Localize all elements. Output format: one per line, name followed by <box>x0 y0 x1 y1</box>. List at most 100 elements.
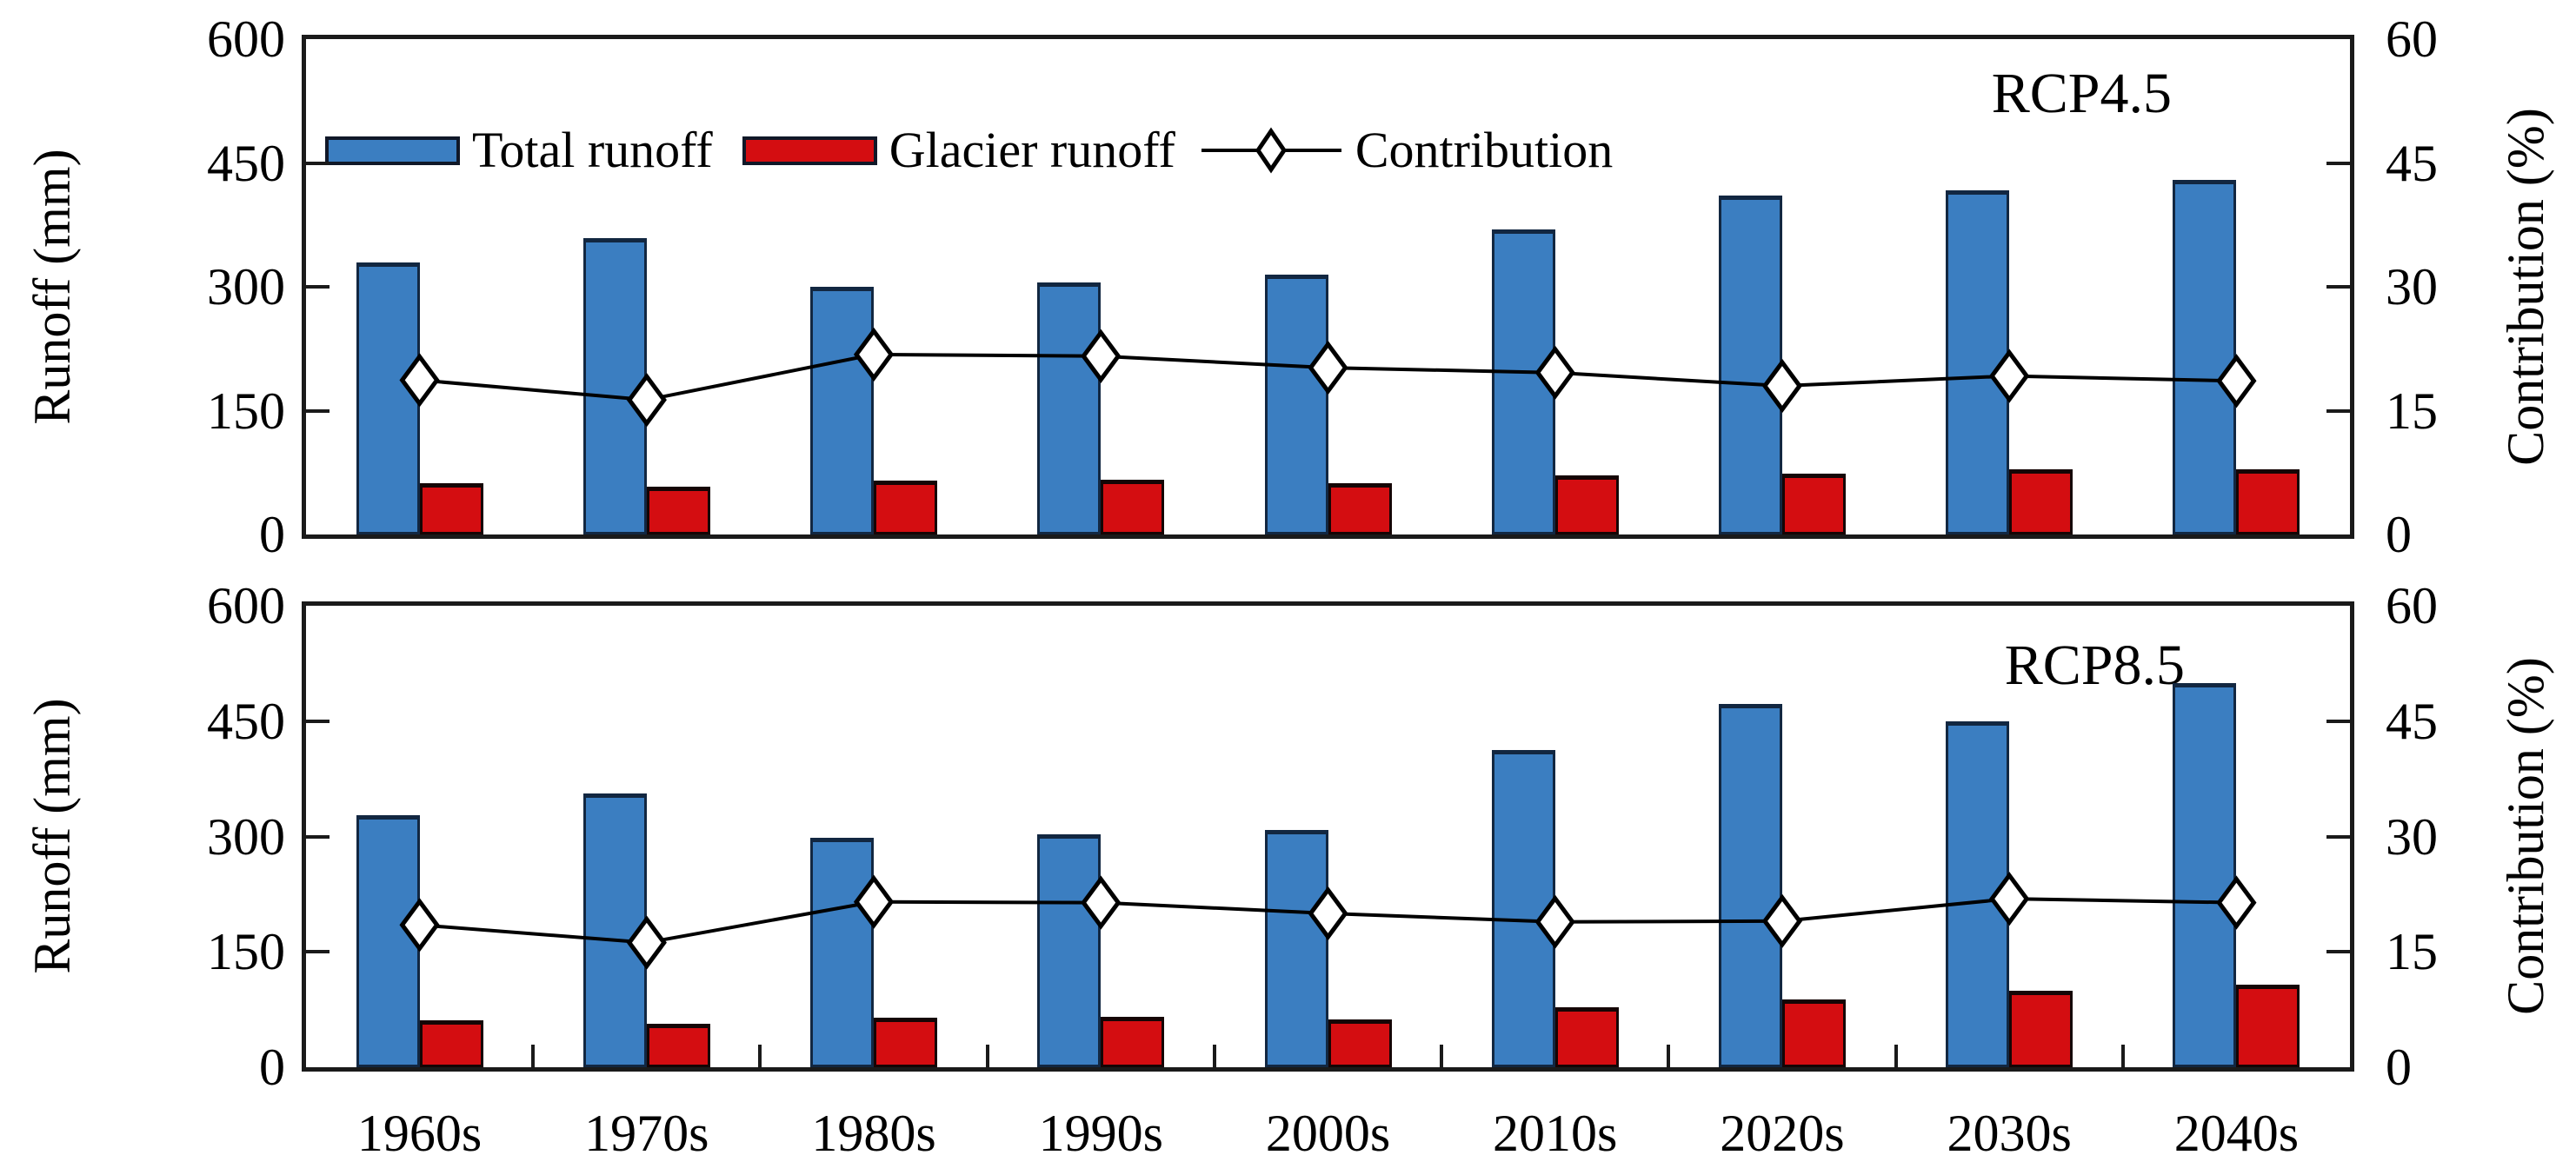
total-runoff-bar-1960s <box>356 262 420 534</box>
glacier-runoff-bar-1960s <box>419 483 483 534</box>
glacier-runoff-bar-2000s <box>1328 1019 1392 1067</box>
right-axis-tick-label: 30 <box>2386 807 2438 866</box>
category-boundary-tick <box>1212 1045 1216 1067</box>
contribution-marker-2010s <box>1534 894 1575 949</box>
contribution-marker-1960s <box>399 898 440 953</box>
glacier-runoff-bar-2040s <box>2236 468 2300 534</box>
category-boundary-tick <box>758 1045 762 1067</box>
left-axis-tick <box>306 408 329 413</box>
contribution-line-marker-swatch <box>1201 127 1341 174</box>
glacier-runoff-bar-1980s <box>874 481 938 534</box>
glacier-runoff-bar-1980s <box>874 1018 938 1067</box>
glacier-runoff-bar-1970s <box>646 486 710 534</box>
legend-label-glacier-runoff: Glacier runoff <box>889 122 1175 178</box>
total-runoff-bar-1990s <box>1037 282 1102 534</box>
category-boundary-tick <box>2120 1045 2125 1067</box>
total-runoff-swatch <box>325 136 460 165</box>
contribution-line-layer <box>399 871 2257 970</box>
right-axis-title-top: Contribution (%) <box>2497 108 2554 466</box>
glacier-runoff-bar-1960s <box>419 1020 483 1067</box>
category-boundary-tick <box>985 1045 989 1067</box>
right-axis-tick-label: 15 <box>2386 382 2438 440</box>
glacier-runoff-bar-2020s <box>1781 999 1846 1067</box>
right-axis-tick <box>2326 834 2350 839</box>
contribution-marker-1990s <box>1081 875 1122 930</box>
left-axis-title-top: Runoff (mm) <box>23 149 81 425</box>
legend-label-total-runoff: Total runoff <box>472 122 713 178</box>
contribution-marker-1970s <box>626 372 667 428</box>
contribution-marker-2040s <box>2216 354 2257 408</box>
contribution-marker-2040s <box>2216 875 2257 930</box>
right-axis-tick-label: 30 <box>2386 258 2438 315</box>
glacier-runoff-bar-2030s <box>2009 468 2073 534</box>
contribution-marker-1960s <box>399 353 440 408</box>
right-axis-tick-label: 0 <box>2386 1039 2412 1096</box>
x-axis-category-label-1970s: 1970s <box>584 1105 709 1162</box>
glacier-runoff-bar-1970s <box>646 1023 710 1067</box>
right-axis-tick-label: 45 <box>2386 692 2438 750</box>
left-axis-tick-label: 0 <box>259 506 285 563</box>
right-axis-tick <box>2326 950 2350 954</box>
right-axis-tick-label: 60 <box>2386 577 2438 634</box>
panel-rcp85-plot-area: RCP8.5 <box>302 601 2354 1072</box>
contribution-marker-1980s <box>853 874 895 929</box>
left-axis-tick-label: 300 <box>207 807 285 866</box>
x-axis-category-label-2000s: 2000s <box>1265 1105 1391 1162</box>
x-axis-category-label-2030s: 2030s <box>1947 1105 2072 1162</box>
category-boundary-tick <box>1894 1045 1898 1067</box>
total-runoff-bar-1980s <box>810 287 875 534</box>
right-axis-tick <box>2326 161 2350 165</box>
glacier-runoff-bar-2010s <box>1554 1006 1619 1067</box>
left-axis-tick-label: 0 <box>259 1039 285 1096</box>
glacier-runoff-bar-2010s <box>1554 475 1619 534</box>
panel-rcp45-plot-area: Total runoff Glacier runoff Contribution… <box>302 35 2354 539</box>
category-boundary-tick <box>1667 1045 1671 1067</box>
category-boundary-tick <box>1440 1045 1444 1067</box>
contribution-marker-2020s <box>1761 358 1803 414</box>
x-axis-category-label-1960s: 1960s <box>356 1105 483 1162</box>
panel-label-rcp85: RCP8.5 <box>2004 634 2185 697</box>
contribution-line-layer <box>399 327 2257 428</box>
glacier-runoff-bar-1990s <box>1101 1016 1165 1067</box>
x-axis-category-label-1980s: 1980s <box>811 1105 936 1162</box>
left-axis-tick <box>306 719 329 723</box>
left-axis-title-bottom: Runoff (mm) <box>23 698 81 974</box>
panel-label-rcp45: RCP4.5 <box>1991 62 2172 125</box>
x-axis-category-label-2010s: 2010s <box>1493 1105 1618 1162</box>
category-boundary-tick <box>531 1045 536 1067</box>
left-axis-tick <box>306 950 329 954</box>
right-axis-tick <box>2326 285 2350 289</box>
x-axis-category-label-1990s: 1990s <box>1038 1105 1163 1162</box>
glacier-runoff-swatch <box>742 136 877 165</box>
left-axis-tick-label: 150 <box>207 382 285 440</box>
contribution-marker-2030s <box>1989 349 2030 403</box>
left-axis-tick <box>306 285 329 289</box>
contribution-marker-2010s <box>1534 345 1575 401</box>
contribution-marker-1990s <box>1081 329 1122 384</box>
glacier-runoff-bar-2030s <box>2009 990 2073 1067</box>
contribution-marker-2000s <box>1308 340 1348 395</box>
glacier-runoff-bar-1990s <box>1101 480 1165 534</box>
x-axis-category-label-2040s: 2040s <box>2173 1105 2300 1162</box>
glacier-runoff-bar-2000s <box>1328 483 1392 534</box>
legend: Total runoff Glacier runoff Contribution <box>325 123 1613 178</box>
legend-label-contribution: Contribution <box>1355 122 1614 178</box>
total-runoff-bar-2040s <box>2173 682 2237 1067</box>
contribution-marker-2020s <box>1761 893 1803 949</box>
contribution-marker-1980s <box>853 327 895 382</box>
glacier-runoff-bar-2040s <box>2236 985 2300 1067</box>
contribution-marker-2000s <box>1308 886 1348 941</box>
total-runoff-bar-2020s <box>1718 704 1782 1067</box>
right-axis-tick-label: 15 <box>2386 923 2438 981</box>
left-axis-tick-label: 450 <box>207 692 285 750</box>
left-axis-tick-label: 600 <box>207 577 285 634</box>
right-axis-tick-label: 0 <box>2386 506 2412 563</box>
total-runoff-bar-1980s <box>810 838 875 1067</box>
total-runoff-bar-1990s <box>1037 833 1102 1067</box>
contribution-marker-1970s <box>626 915 667 970</box>
right-axis-title-bottom: Contribution (%) <box>2497 657 2554 1015</box>
total-runoff-bar-2040s <box>2173 180 2237 534</box>
glacier-runoff-bar-2020s <box>1781 473 1846 534</box>
right-axis-tick <box>2326 408 2350 413</box>
